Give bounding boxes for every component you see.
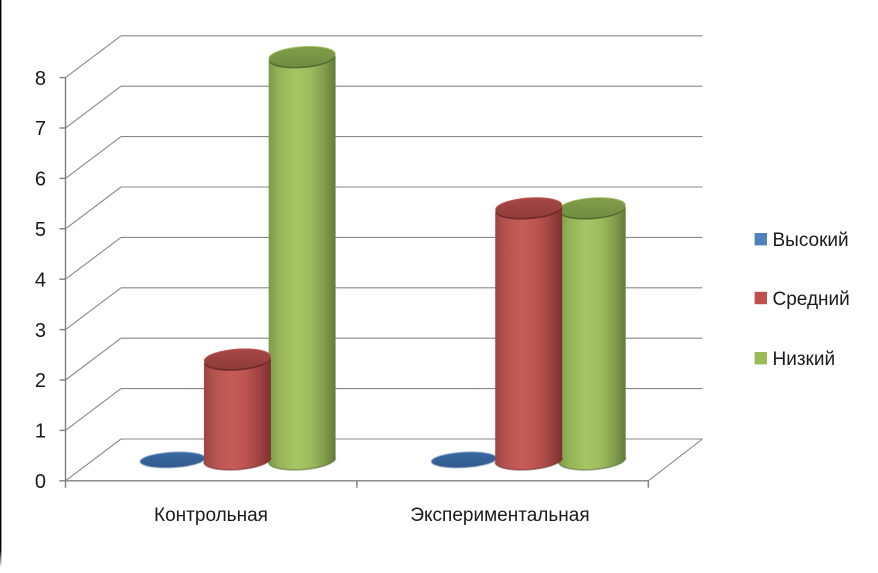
svg-text:4: 4 bbox=[35, 269, 46, 291]
svg-text:0: 0 bbox=[35, 471, 46, 493]
svg-text:Низкий: Низкий bbox=[773, 349, 836, 370]
svg-text:Экспериментальная: Экспериментальная bbox=[410, 505, 589, 526]
svg-text:Контрольная: Контрольная bbox=[154, 505, 268, 526]
svg-text:7: 7 bbox=[35, 118, 46, 140]
svg-text:1: 1 bbox=[35, 421, 46, 443]
svg-text:5: 5 bbox=[35, 219, 46, 241]
svg-text:2: 2 bbox=[35, 370, 46, 392]
svg-text:3: 3 bbox=[35, 320, 46, 342]
svg-text:8: 8 bbox=[35, 68, 46, 90]
svg-text:Средний: Средний bbox=[773, 289, 850, 310]
svg-text:Высокий: Высокий bbox=[773, 230, 849, 251]
svg-text:6: 6 bbox=[35, 169, 46, 191]
